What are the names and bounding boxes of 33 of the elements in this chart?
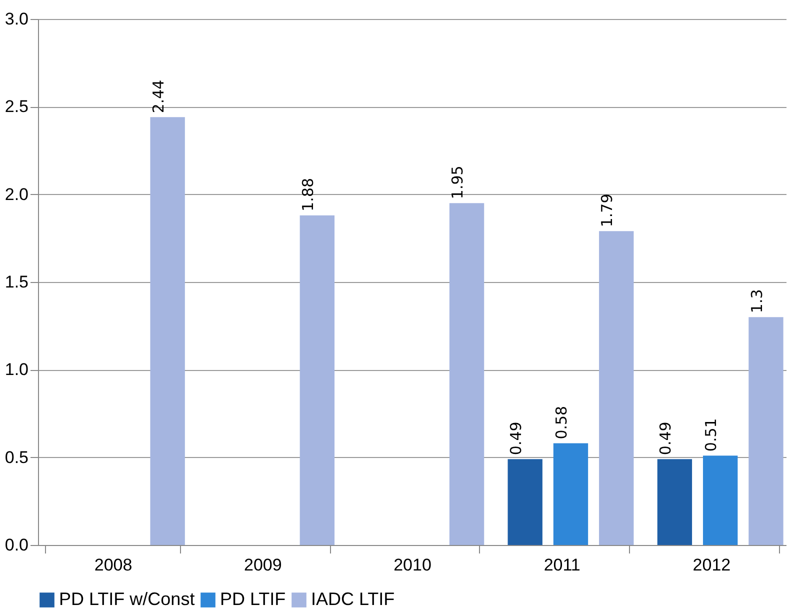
- bar: [150, 117, 185, 545]
- bar: [449, 203, 484, 545]
- data-label: 1.79: [598, 194, 616, 228]
- bar: [599, 231, 634, 545]
- y-tick-label: 2.5: [4, 97, 28, 116]
- bar: [553, 443, 588, 545]
- bar: [657, 459, 692, 545]
- y-tick-label: 3.0: [4, 10, 28, 28]
- data-label: 1.95: [448, 166, 467, 200]
- data-label: 2.44: [149, 80, 168, 114]
- x-tick-label: 2012: [692, 556, 731, 574]
- bar: [300, 215, 335, 545]
- y-tick-label: 2.0: [4, 184, 28, 204]
- x-tick-label: 2009: [244, 556, 282, 574]
- bar: [508, 459, 542, 545]
- x-tick-label: 2010: [394, 556, 432, 574]
- x-tick-label: 2008: [94, 556, 132, 574]
- data-label: 0.49: [506, 422, 525, 456]
- x-tick-label: 2011: [544, 556, 580, 574]
- y-tick-label: 0.5: [4, 448, 28, 467]
- bar: [702, 456, 738, 545]
- data-label: 0.51: [702, 418, 720, 452]
- data-label: 1.88: [299, 178, 318, 212]
- data-label: 0.58: [552, 406, 571, 440]
- legend-label: PD LTIF: [220, 589, 286, 609]
- data-label: 0.49: [656, 422, 675, 456]
- legend-label: PD LTIF w/Const: [59, 589, 195, 609]
- bar: [748, 317, 784, 545]
- y-tick-label: 1.0: [4, 360, 28, 380]
- data-label: 1.3: [748, 289, 766, 314]
- y-tick-label: 0.0: [4, 536, 28, 554]
- legend-label: IADC LTIF: [311, 589, 395, 609]
- y-tick-label: 1.5: [4, 272, 28, 292]
